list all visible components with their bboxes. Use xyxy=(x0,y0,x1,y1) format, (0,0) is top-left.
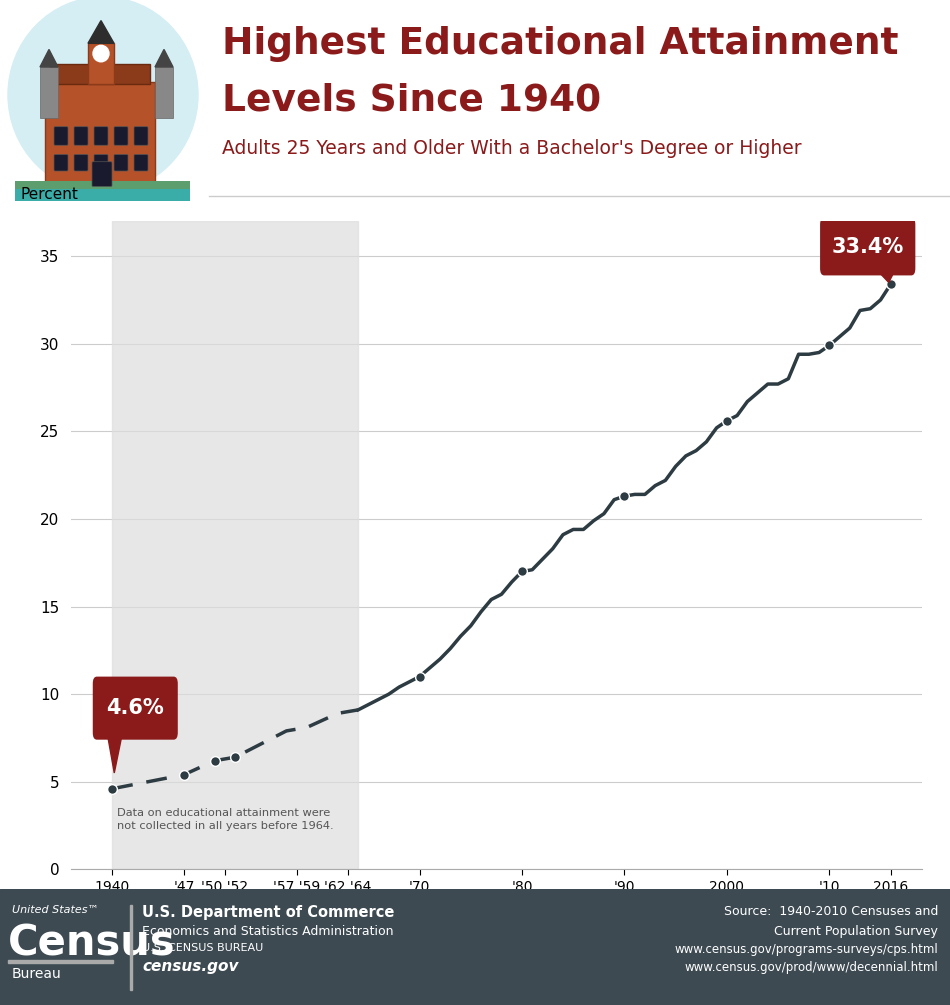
Text: Census: Census xyxy=(8,923,176,965)
Text: www.census.gov/prod/www/decennial.html: www.census.gov/prod/www/decennial.html xyxy=(684,961,938,974)
Polygon shape xyxy=(40,49,58,67)
FancyBboxPatch shape xyxy=(15,189,190,201)
FancyBboxPatch shape xyxy=(93,676,178,740)
Text: Levels Since 1940: Levels Since 1940 xyxy=(222,82,601,119)
Polygon shape xyxy=(112,221,358,869)
FancyBboxPatch shape xyxy=(74,155,88,171)
FancyBboxPatch shape xyxy=(50,64,150,84)
FancyBboxPatch shape xyxy=(134,155,148,171)
Text: Data on educational attainment were
not collected in all years before 1964.: Data on educational attainment were not … xyxy=(118,808,334,831)
Text: U.S. CENSUS BUREAU: U.S. CENSUS BUREAU xyxy=(142,943,263,953)
FancyBboxPatch shape xyxy=(74,127,88,146)
FancyBboxPatch shape xyxy=(114,127,128,146)
FancyBboxPatch shape xyxy=(820,218,916,275)
FancyBboxPatch shape xyxy=(92,162,112,187)
FancyBboxPatch shape xyxy=(94,127,108,146)
Bar xyxy=(8,960,113,963)
Circle shape xyxy=(8,0,198,193)
Text: Percent: Percent xyxy=(20,187,78,202)
Bar xyxy=(130,904,132,990)
Text: 4.6%: 4.6% xyxy=(106,698,164,719)
FancyBboxPatch shape xyxy=(54,127,68,146)
FancyBboxPatch shape xyxy=(134,127,148,146)
FancyBboxPatch shape xyxy=(155,67,173,119)
FancyBboxPatch shape xyxy=(15,181,190,192)
Polygon shape xyxy=(88,20,114,43)
Text: United States™: United States™ xyxy=(12,904,99,915)
Polygon shape xyxy=(155,49,173,67)
Text: census.gov: census.gov xyxy=(142,959,238,974)
FancyBboxPatch shape xyxy=(88,43,114,84)
Text: www.census.gov/programs-surveys/cps.html: www.census.gov/programs-surveys/cps.html xyxy=(674,943,938,956)
FancyBboxPatch shape xyxy=(114,155,128,171)
Text: Economics and Statistics Administration: Economics and Statistics Administration xyxy=(142,925,393,938)
Text: Current Population Survey: Current Population Survey xyxy=(774,925,938,938)
Text: 33.4%: 33.4% xyxy=(831,236,903,256)
Text: Adults 25 Years and Older With a Bachelor's Degree or Higher: Adults 25 Years and Older With a Bachelo… xyxy=(222,139,802,158)
Circle shape xyxy=(93,45,109,62)
Text: Source:  1940-2010 Censuses and: Source: 1940-2010 Censuses and xyxy=(724,904,938,918)
FancyBboxPatch shape xyxy=(40,67,58,119)
Text: U.S. Department of Commerce: U.S. Department of Commerce xyxy=(142,904,394,920)
Polygon shape xyxy=(107,733,123,773)
FancyBboxPatch shape xyxy=(94,155,108,171)
FancyBboxPatch shape xyxy=(54,155,68,171)
Text: Bureau: Bureau xyxy=(12,967,62,981)
FancyBboxPatch shape xyxy=(45,82,155,185)
Polygon shape xyxy=(875,268,896,282)
Text: Highest Educational Attainment: Highest Educational Attainment xyxy=(222,26,899,61)
